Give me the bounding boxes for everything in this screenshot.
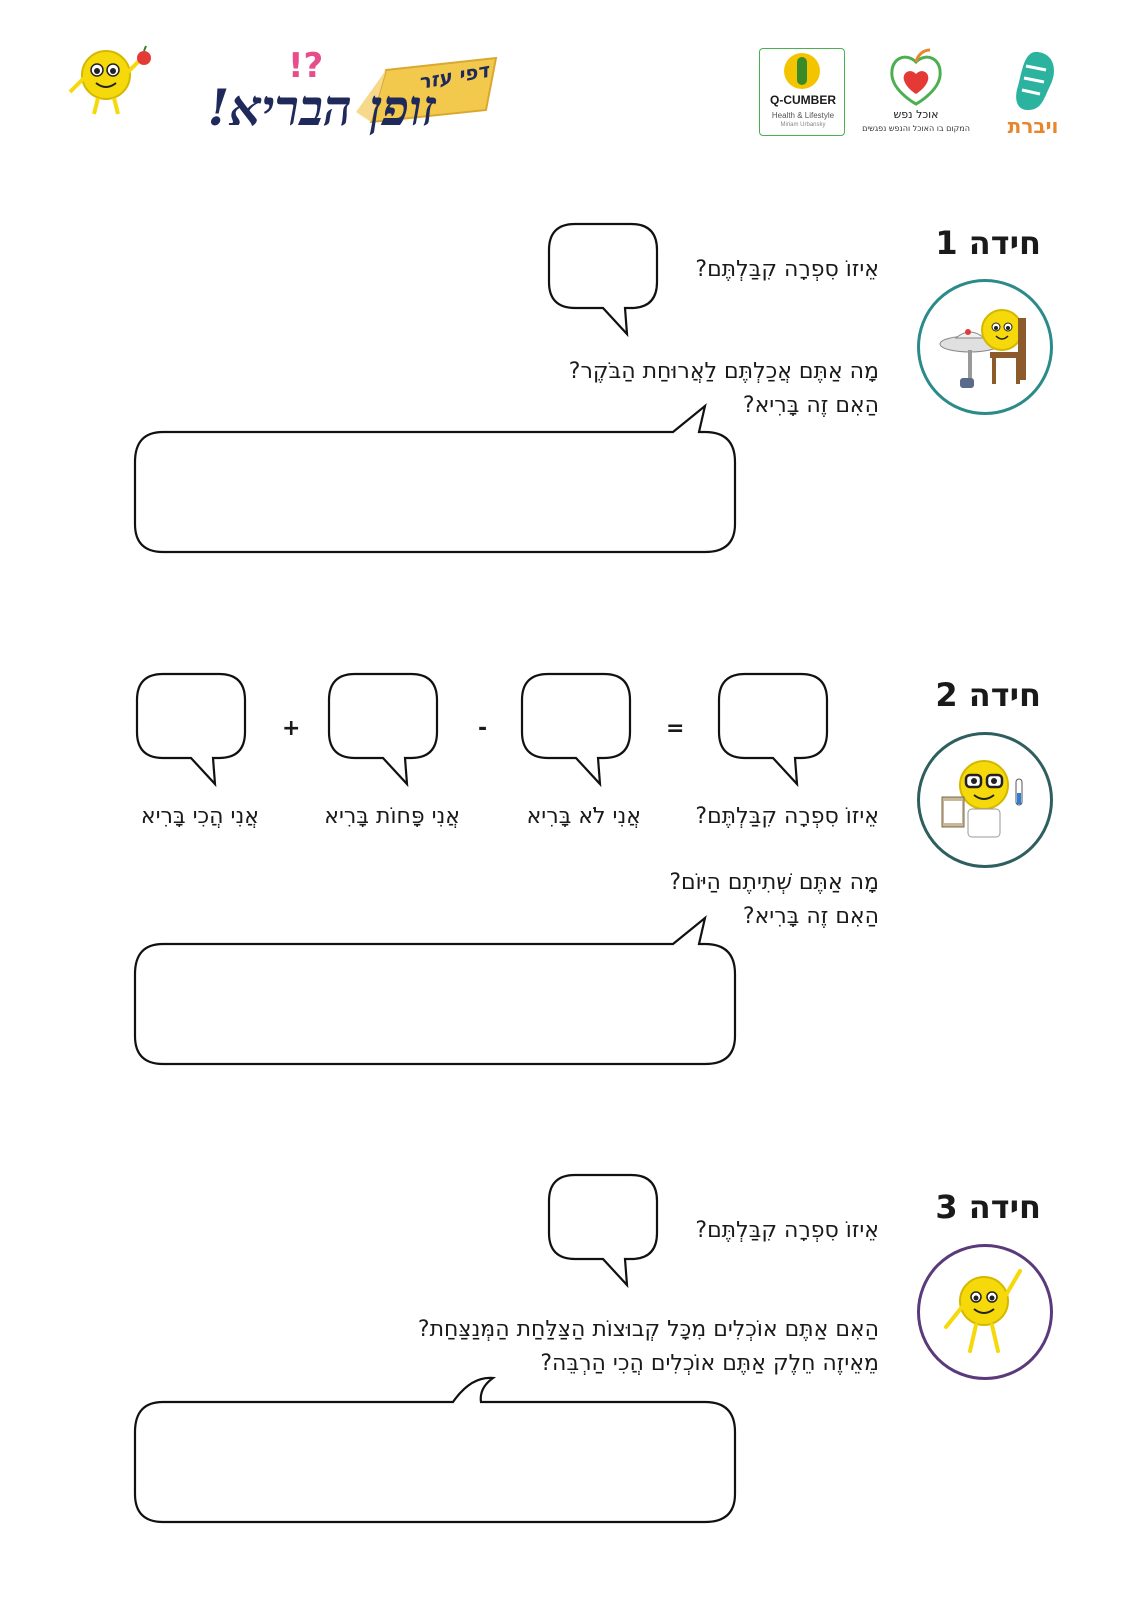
qcumber-logo: Q-CUMBER Health & Lifestyle Miriam Urban… [759,48,845,136]
riddle-2-bubble-most-healthy[interactable] [133,672,253,788]
riddle-3-illustration [917,1244,1053,1380]
exclaim-question-icon: !? [288,46,324,86]
header-title-logo: זופן הבריא! דפי עזר !? [66,40,506,160]
riddle-2-question-line1: מָה אַתֶּם שְׁתִיתֶם הַיּוֹם? [669,870,879,895]
riddle-3-question-line2: מֵאֵיזֶה חֵלֶק אַתֶּם אוֹכְלִים הֲכִי הַ… [540,1351,879,1376]
plus-operator: + [282,716,301,741]
riddle-2-answer-bubble[interactable] [133,915,739,1068]
qcumber-sub: Miriam Urbansky [780,122,826,128]
riddle-3-title: חידה 3 [935,1188,1041,1226]
riddle-3-number-bubble[interactable] [545,1173,665,1289]
title-main: זופן הבריא! [207,78,436,137]
riddle-1-question-line1: מָה אַתֶּם אֲכַלְתֶּם לַאֲרוּחַת הַבֹּקֶ… [568,359,879,384]
riddle-3-answer-bubble[interactable] [133,1374,739,1526]
riddle-2-label-less-healthy: אֲנִי פָּחוֹת בָּרִיא [324,804,460,829]
riddle-1-illustration [917,279,1053,415]
riddle-1-number-question: אֵיזוֹ סִפְרָה קִבַּלְתֶּם? [695,257,879,282]
riddle-3-question-line1: הַאִם אַתֶּם אוֹכְלִים מִכָּל קְבוּצוֹת … [417,1317,879,1342]
ochel-nefesh-name: אוכל נפש [893,108,939,121]
mascot-logo-graphic [68,45,498,124]
riddle-2-label-not-healthy: אֲנִי לֹא בָּרִיא [526,804,641,829]
riddle-1-answer-bubble[interactable] [133,403,739,556]
vibrat-name: ויברת [1007,114,1059,138]
riddle-1-question-line2: הַאִם זֶה בָּרִיא? [742,393,879,418]
qcumber-tagline: Health & Lifestyle [771,111,835,120]
riddle-2-question-line2: הַאִם זֶה בָּרִיא? [742,904,879,929]
apple-heart-icon [890,48,942,106]
ochel-nefesh-tagline: המקום בו האוכל והנפש נפגשים [862,124,970,133]
riddle-2-title: חידה 2 [935,676,1041,714]
riddle-2-bubble-number[interactable] [715,672,835,788]
equals-operator: = [666,716,685,741]
footprint-icon [1016,51,1054,110]
riddle-2-bubble-less-healthy[interactable] [325,672,445,788]
mascot-scientist-icon [941,760,1023,838]
qcumber-name: Q-CUMBER [770,93,836,107]
cucumber-icon [784,53,820,89]
vibrat-logo: ויברת [998,48,1068,142]
riddle-1-number-bubble[interactable] [545,222,665,338]
riddle-2-number-question: אֵיזוֹ סִפְרָה קִבַּלְתֶּם? [695,804,879,829]
ochel-nefesh-logo: אוכל נפש המקום בו האוכל והנפש נפגשים [856,48,976,140]
mascot-breakfast-icon [939,309,1026,388]
riddle-2-illustration [917,732,1053,868]
riddle-1-title: חידה 1 [935,224,1041,262]
mascot-icon [68,45,151,115]
riddle-3-number-question: אֵיזוֹ סִפְרָה קִבַּלְתֶּם? [695,1218,879,1243]
riddle-2-label-most-healthy: אֲנִי הֲכִי בָּרִיא [140,804,259,829]
riddle-2-bubble-not-healthy[interactable] [518,672,638,788]
mascot-waving-icon [944,1269,1022,1353]
minus-operator: - [478,716,488,741]
